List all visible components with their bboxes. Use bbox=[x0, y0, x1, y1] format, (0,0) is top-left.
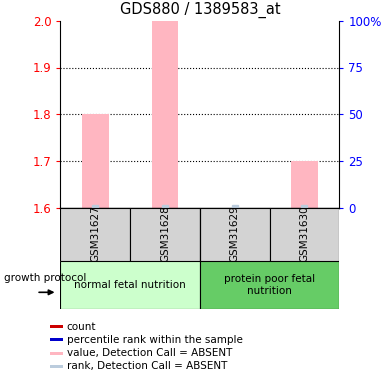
Bar bbox=[50, 351, 62, 355]
Text: value, Detection Call = ABSENT: value, Detection Call = ABSENT bbox=[67, 348, 232, 358]
Text: rank, Detection Call = ABSENT: rank, Detection Call = ABSENT bbox=[67, 362, 227, 371]
Bar bbox=[50, 325, 62, 328]
Text: normal fetal nutrition: normal fetal nutrition bbox=[74, 280, 186, 290]
Text: GSM31629: GSM31629 bbox=[230, 205, 240, 262]
Bar bbox=[50, 338, 62, 341]
Text: growth protocol: growth protocol bbox=[4, 273, 86, 283]
Text: percentile rank within the sample: percentile rank within the sample bbox=[67, 335, 243, 345]
Bar bbox=[291, 161, 318, 208]
Bar bbox=[269, 208, 339, 261]
Bar bbox=[152, 21, 178, 208]
Bar bbox=[130, 208, 200, 261]
Bar bbox=[60, 261, 200, 309]
Title: GDS880 / 1389583_at: GDS880 / 1389583_at bbox=[120, 2, 280, 18]
Text: protein poor fetal
nutrition: protein poor fetal nutrition bbox=[224, 274, 315, 296]
Bar bbox=[200, 208, 269, 261]
Text: GSM31628: GSM31628 bbox=[160, 205, 170, 262]
Bar bbox=[82, 114, 108, 208]
Bar bbox=[60, 208, 130, 261]
Text: GSM31630: GSM31630 bbox=[300, 205, 309, 262]
Text: GSM31627: GSM31627 bbox=[90, 205, 100, 262]
Text: count: count bbox=[67, 322, 96, 332]
Bar bbox=[200, 261, 339, 309]
Bar bbox=[50, 365, 62, 368]
